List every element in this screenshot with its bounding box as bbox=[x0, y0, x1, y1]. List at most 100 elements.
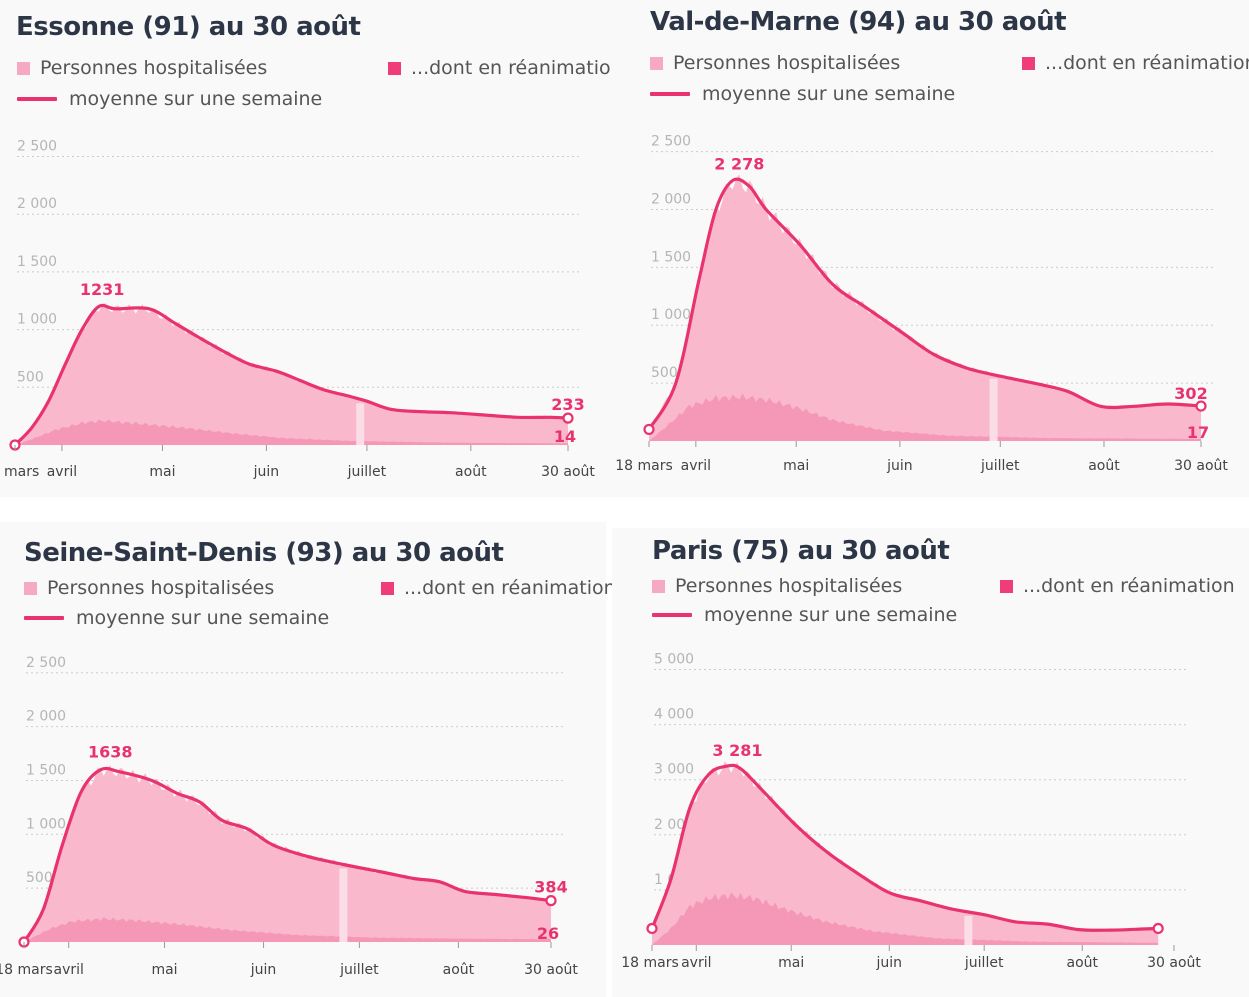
end-marker bbox=[1195, 400, 1207, 412]
x-tick-label: juin bbox=[876, 955, 903, 971]
x-tick-label: 18 mars bbox=[615, 458, 673, 474]
peak-label: 3 281 bbox=[712, 741, 762, 760]
legend-avg-label: moyenne sur une semaine bbox=[76, 607, 330, 629]
legend-rea: ...dont en réanimation bbox=[1022, 52, 1249, 74]
legend-hosp: Personnes hospitalisées bbox=[17, 57, 267, 79]
y-tick-label: 2 000 bbox=[26, 709, 66, 725]
legend-hosp-swatch bbox=[650, 56, 663, 70]
marker-band bbox=[964, 915, 973, 945]
marker-band bbox=[339, 868, 348, 942]
y-tick-label: 500 bbox=[26, 870, 53, 886]
legend-hosp-label: Personnes hospitalisées bbox=[47, 577, 275, 599]
x-tick-label: mai bbox=[151, 962, 177, 978]
legend-rea-swatch bbox=[381, 581, 394, 595]
reanimation-area bbox=[652, 892, 1159, 945]
y-tick-label: 3 000 bbox=[654, 762, 694, 778]
average-line bbox=[13, 303, 570, 447]
x-tick-label: juillet bbox=[964, 955, 1004, 971]
x-tick-label: août bbox=[1066, 955, 1098, 971]
x-tick-label: 18 mars bbox=[621, 955, 679, 971]
legend-avg-label: moyenne sur une semaine bbox=[69, 88, 323, 110]
y-tick-label: 2 500 bbox=[651, 134, 691, 150]
y-tick-label: 2 500 bbox=[17, 139, 57, 155]
hospitalized-area bbox=[24, 765, 551, 942]
x-tick-label: août bbox=[455, 464, 487, 480]
legend-avg-label: moyenne sur une semaine bbox=[704, 604, 958, 626]
legend-rea: ...dont en réanimation bbox=[388, 57, 623, 79]
chart-panel-essonne: Essonne (91) au 30 août Personnes hospit… bbox=[0, 0, 623, 497]
reanimation-area bbox=[649, 393, 1201, 441]
end-hosp-label: 384 bbox=[534, 878, 567, 897]
legend-avg: moyenne sur une semaine bbox=[17, 88, 322, 110]
legend-avg: moyenne sur une semaine bbox=[652, 604, 957, 626]
legend-hosp-swatch bbox=[24, 581, 37, 595]
legend-hosp: Personnes hospitalisées bbox=[24, 577, 274, 599]
end-marker bbox=[1152, 922, 1164, 935]
legend-avg-swatch bbox=[652, 613, 692, 617]
average-line bbox=[647, 177, 1203, 431]
x-tick-label: avril bbox=[681, 955, 711, 971]
x-tick-label: juin bbox=[250, 962, 277, 978]
legend-rea-label: ...dont en réanimation bbox=[404, 577, 616, 599]
y-tick-label: 1 000 bbox=[17, 312, 57, 328]
x-tick-label: juillet bbox=[347, 464, 387, 480]
x-tick-label: mai bbox=[783, 458, 809, 474]
legend-hosp: Personnes hospitalisées bbox=[650, 52, 900, 74]
chart-panel-paris: Paris (75) au 30 août Personnes hospital… bbox=[612, 528, 1249, 997]
x-tick-label: juillet bbox=[339, 962, 379, 978]
legend-hosp-swatch bbox=[17, 61, 30, 75]
x-tick-label: juin bbox=[886, 458, 913, 474]
chart-title: Seine-Saint-Denis (93) au 30 août bbox=[24, 538, 504, 568]
x-tick-label: 30 août bbox=[1147, 955, 1201, 971]
x-tick-label: 18 mars bbox=[0, 962, 53, 978]
legend-rea-swatch bbox=[1022, 56, 1035, 70]
legend-hosp-swatch bbox=[652, 579, 665, 593]
end-hosp-label: 302 bbox=[1174, 384, 1207, 403]
reanimation-area bbox=[24, 917, 551, 942]
end-marker bbox=[562, 412, 574, 424]
chart-title: Val-de-Marne (94) au 30 août bbox=[650, 7, 1067, 37]
legend-avg-swatch bbox=[650, 92, 690, 96]
area-chart-val-de-marne: 500 1 000 1 500 2 000 2 500 2 278 302 17 18 mars… bbox=[615, 134, 1228, 474]
reanimation-area bbox=[15, 419, 568, 445]
legend-hosp-label: Personnes hospitalisées bbox=[675, 575, 903, 597]
average-line bbox=[22, 766, 553, 944]
x-tick-label: mai bbox=[149, 464, 175, 480]
x-tick-label: avril bbox=[681, 458, 711, 474]
area-chart-essonne: 500 1 000 1 500 2 000 2 500 1231 233 14 8 mars av… bbox=[0, 139, 595, 480]
marker-band bbox=[989, 378, 998, 441]
chart-title: Essonne (91) au 30 août bbox=[16, 12, 361, 42]
peak-label: 2 278 bbox=[714, 154, 764, 173]
legend-rea-swatch bbox=[1000, 579, 1013, 593]
y-tick-label: 1 000 bbox=[651, 307, 691, 323]
x-tick-label: juin bbox=[253, 464, 280, 480]
legend-avg: moyenne sur une semaine bbox=[650, 83, 955, 105]
y-tick-label: 1 000 bbox=[26, 816, 66, 832]
legend-rea-label: ...dont en réanimation bbox=[1045, 52, 1249, 74]
legend-avg-swatch bbox=[24, 616, 64, 620]
x-tick-label: 8 mars bbox=[0, 464, 39, 480]
start-marker bbox=[646, 922, 658, 935]
legend-avg-label: moyenne sur une semaine bbox=[702, 83, 956, 105]
y-tick-label: 500 bbox=[17, 369, 44, 385]
legend-rea-label: ...dont en réanimation bbox=[1023, 575, 1235, 597]
legend-rea-label: ...dont en réanimation bbox=[411, 57, 623, 79]
end-rea-label: 17 bbox=[1187, 423, 1209, 442]
x-tick-label: juillet bbox=[980, 458, 1020, 474]
start-marker bbox=[643, 423, 655, 436]
x-tick-label: 30 août bbox=[541, 464, 595, 480]
end-rea-label: 14 bbox=[554, 427, 576, 446]
chart-panel-val-de-marne: Val-de-Marne (94) au 30 août Personnes h… bbox=[612, 0, 1249, 497]
y-tick-label: 2 500 bbox=[26, 655, 66, 671]
legend-hosp-label: Personnes hospitalisées bbox=[40, 57, 268, 79]
legend-rea: ...dont en réanimation bbox=[1000, 575, 1235, 597]
x-tick-label: mai bbox=[778, 955, 804, 971]
x-tick-label: avril bbox=[47, 464, 77, 480]
y-tick-label: 1 500 bbox=[17, 254, 57, 270]
end-rea-label: 26 bbox=[537, 924, 559, 943]
y-tick-label: 2 000 bbox=[17, 196, 57, 212]
legend-avg: moyenne sur une semaine bbox=[24, 607, 329, 629]
peak-label: 1231 bbox=[80, 280, 125, 299]
